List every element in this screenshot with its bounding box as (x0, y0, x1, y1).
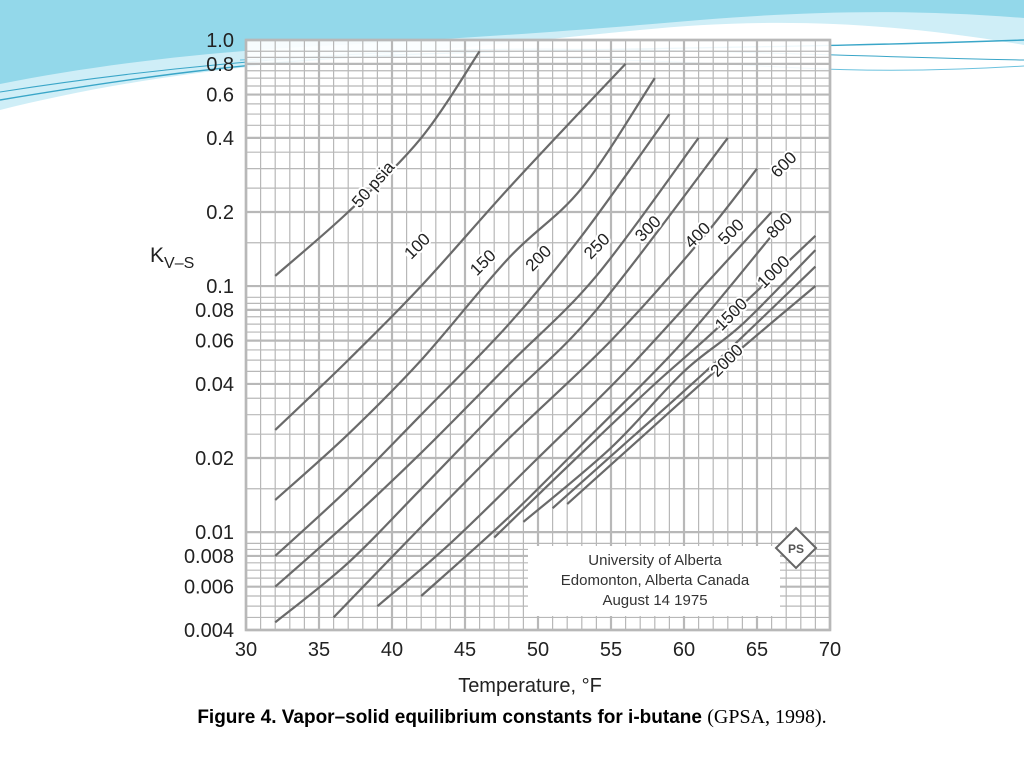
curve-50-psia (274, 50, 481, 277)
curve-250 (274, 137, 700, 588)
curve-layer (274, 50, 817, 624)
curve-1500 (551, 265, 817, 510)
y-axis-label: KV–S (150, 244, 194, 272)
annotation-line-3: August 14 1975 (602, 592, 707, 609)
plot-border (244, 38, 832, 632)
y-tick-label: 0.2 (206, 202, 234, 224)
y-tick-label: 0.02 (195, 448, 234, 470)
curve-150 (274, 77, 656, 501)
x-tick-label: 50 (527, 639, 549, 661)
curve-200 (274, 113, 671, 557)
y-tick-label: 0.08 (195, 300, 234, 322)
curve-500 (376, 211, 773, 608)
source-annotation: University of Alberta Edomonton, Alberta… (528, 526, 818, 616)
x-tick-label: 55 (600, 639, 622, 661)
y-axis-label-subscript: V–S (164, 255, 194, 272)
x-tick-label: 40 (381, 639, 403, 661)
y-tick-label: 0.8 (206, 54, 234, 76)
x-tick-label: 65 (746, 639, 768, 661)
curve-1000 (522, 249, 817, 523)
curve-800 (493, 235, 817, 539)
annotation-line-2: Edomonton, Alberta Canada (561, 572, 750, 589)
y-tick-label: 1.0 (206, 30, 234, 52)
y-tick-label: 0.004 (184, 620, 234, 642)
caption-source: (GPSA, 1998). (707, 706, 827, 728)
caption-main: Figure 4. Vapor–solid equilibrium consta… (197, 707, 702, 728)
annotation-line-1: University of Alberta (588, 552, 722, 569)
y-tick-label: 0.6 (206, 85, 234, 107)
y-tick-label: 0.01 (195, 522, 234, 544)
curve-300 (274, 137, 729, 624)
figure-caption: Figure 4. Vapor–solid equilibrium consta… (0, 706, 1024, 729)
curve-100 (274, 63, 627, 431)
logo-diamond (774, 526, 818, 570)
x-tick-label: 70 (819, 639, 841, 661)
x-tick-label: 45 (454, 639, 476, 661)
deco-wave-mid (0, 0, 1024, 84)
y-tick-label: 0.4 (206, 128, 234, 150)
x-tick-label: 60 (673, 639, 695, 661)
publisher-logo: PS (774, 526, 818, 570)
y-tick-label: 0.008 (184, 546, 234, 568)
x-axis-label: Temperature, °F (458, 675, 602, 697)
y-tick-label: 0.06 (195, 331, 234, 353)
x-tick-label: 30 (235, 639, 257, 661)
logo-text: PS (788, 542, 804, 556)
y-axis-label-main: K (150, 244, 164, 267)
y-tick-label: 0.1 (206, 276, 234, 298)
x-tick-label: 35 (308, 639, 330, 661)
tick-label-layer: 30 35 40 45 50 55 60 65 70 1.00.8 0.6 0.4 0.2 0.10.08… (184, 30, 841, 661)
annotation-background (528, 546, 780, 616)
curve-2000 (566, 285, 817, 505)
curve-400 (332, 168, 758, 619)
curve-600 (420, 235, 773, 597)
y-tick-label: 0.04 (195, 374, 234, 396)
y-tick-label: 0.006 (184, 577, 234, 599)
